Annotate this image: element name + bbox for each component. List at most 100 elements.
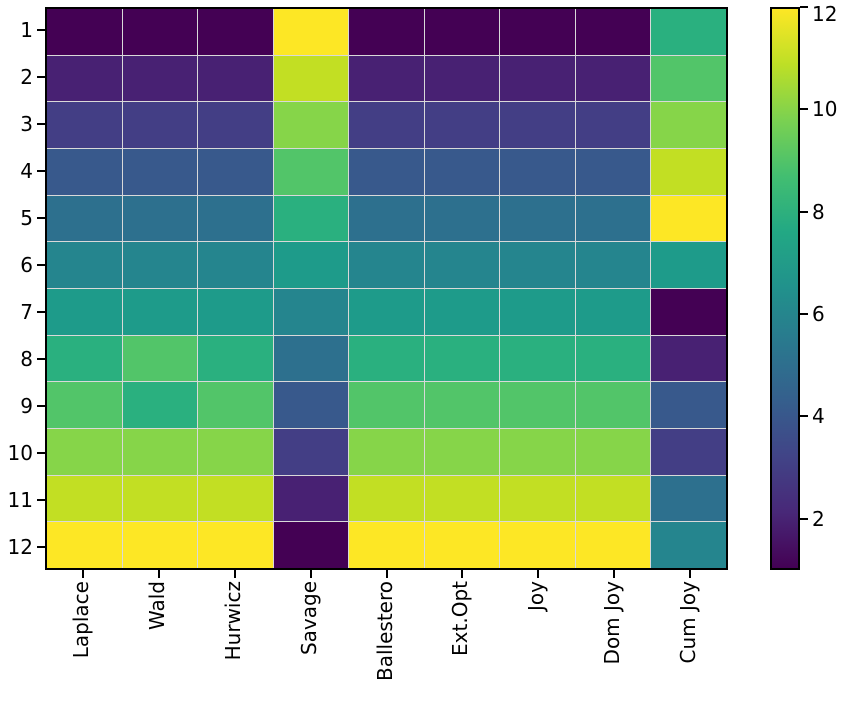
colorbar-tick (800, 210, 808, 213)
heatmap-cell (198, 9, 273, 55)
heatmap-cell (349, 289, 424, 335)
heatmap-cell (424, 429, 500, 475)
heatmap-cell (198, 335, 273, 382)
x-tick-label: Dom Joy (600, 581, 625, 665)
heatmap-cell (198, 55, 273, 102)
heatmap-cell (575, 522, 651, 568)
heatmap-cell (575, 382, 651, 428)
x-tick-label: Cum Joy (676, 581, 701, 664)
x-tick (613, 570, 616, 578)
y-tick-label: 9 (20, 393, 33, 418)
heatmap-cell (122, 102, 198, 148)
y-tick (37, 310, 45, 313)
x-tick (689, 570, 692, 578)
y-tick (37, 170, 45, 173)
y-tick-label: 7 (20, 299, 33, 324)
heatmap-cell (273, 382, 349, 428)
y-tick (37, 545, 45, 548)
x-tick-label: Hurwicz (220, 581, 245, 661)
heatmap-cell (500, 195, 575, 242)
colorbar-tick-label: 4 (812, 404, 825, 429)
heatmap-cell (575, 335, 651, 382)
heatmap-cell (575, 55, 651, 102)
heatmap-cell (349, 335, 424, 382)
heatmap-cell (122, 475, 198, 522)
x-tick-label: Wald (144, 581, 169, 631)
heatmap-cell (122, 55, 198, 102)
heatmap-cell (273, 475, 349, 522)
y-tick-label: 2 (20, 65, 33, 90)
heatmap-cell (651, 522, 726, 568)
heatmap-cell (575, 289, 651, 335)
heatmap-cell (424, 522, 500, 568)
heatmap-cell (651, 242, 726, 288)
heatmap-cell (349, 195, 424, 242)
y-tick (37, 404, 45, 407)
heatmap-cell (122, 195, 198, 242)
heatmap-cell (500, 382, 575, 428)
y-tick (37, 217, 45, 220)
heatmap-cell (47, 149, 122, 195)
y-tick (37, 357, 45, 360)
heatmap-cell (424, 475, 500, 522)
heatmap-cell (47, 289, 122, 335)
heatmap-cell (575, 429, 651, 475)
heatmap-cell (47, 55, 122, 102)
heatmap-cell (575, 9, 651, 55)
heatmap-cell (500, 149, 575, 195)
heatmap-plot (45, 7, 728, 570)
heatmap-cell (424, 55, 500, 102)
heatmap-cell (47, 242, 122, 288)
x-tick-label: Joy (524, 581, 549, 611)
colorbar-tick (800, 415, 808, 418)
colorbar-tick-label: 6 (812, 302, 825, 327)
y-tick (37, 451, 45, 454)
heatmap-cell (273, 429, 349, 475)
y-tick-label: 8 (20, 346, 33, 371)
colorbar-tick (800, 517, 808, 520)
heatmap-cell (424, 382, 500, 428)
heatmap-cell (500, 475, 575, 522)
heatmap-cell (500, 429, 575, 475)
colorbar-tick (800, 313, 808, 316)
heatmap-cell (122, 9, 198, 55)
colorbar (770, 7, 800, 570)
heatmap-cell (122, 289, 198, 335)
heatmap-cell (198, 382, 273, 428)
heatmap-cell (651, 289, 726, 335)
heatmap-cell (273, 149, 349, 195)
heatmap-cell (500, 289, 575, 335)
heatmap-cell (273, 242, 349, 288)
heatmap-cell (122, 242, 198, 288)
x-tick (309, 570, 312, 578)
heatmap-cell (198, 522, 273, 568)
heatmap-cell (198, 429, 273, 475)
heatmap-cell (198, 149, 273, 195)
heatmap-cell (349, 9, 424, 55)
y-tick-label: 10 (7, 440, 33, 465)
heatmap-cell (47, 9, 122, 55)
heatmap-cell (47, 335, 122, 382)
y-tick (37, 76, 45, 79)
y-tick-label: 11 (7, 487, 33, 512)
heatmap-cell (273, 335, 349, 382)
colorbar-tick (800, 6, 808, 8)
colorbar-tick (800, 108, 808, 111)
x-tick-label: Ballestero (372, 581, 397, 681)
colorbar-tick-label: 10 (812, 97, 838, 122)
heatmap-cell (575, 242, 651, 288)
heatmap-cell (47, 382, 122, 428)
heatmap-cell (424, 335, 500, 382)
heatmap-cell (47, 475, 122, 522)
heatmap-cell (500, 522, 575, 568)
heatmap-cell (651, 102, 726, 148)
y-tick-label: 5 (20, 206, 33, 231)
heatmap-cell (273, 522, 349, 568)
heatmap-cell (500, 102, 575, 148)
heatmap-cell (349, 242, 424, 288)
heatmap-cell (349, 102, 424, 148)
heatmap-cell (500, 55, 575, 102)
x-tick-label: Savage (296, 581, 321, 656)
heatmap-cell (424, 242, 500, 288)
heatmap-cell (273, 195, 349, 242)
